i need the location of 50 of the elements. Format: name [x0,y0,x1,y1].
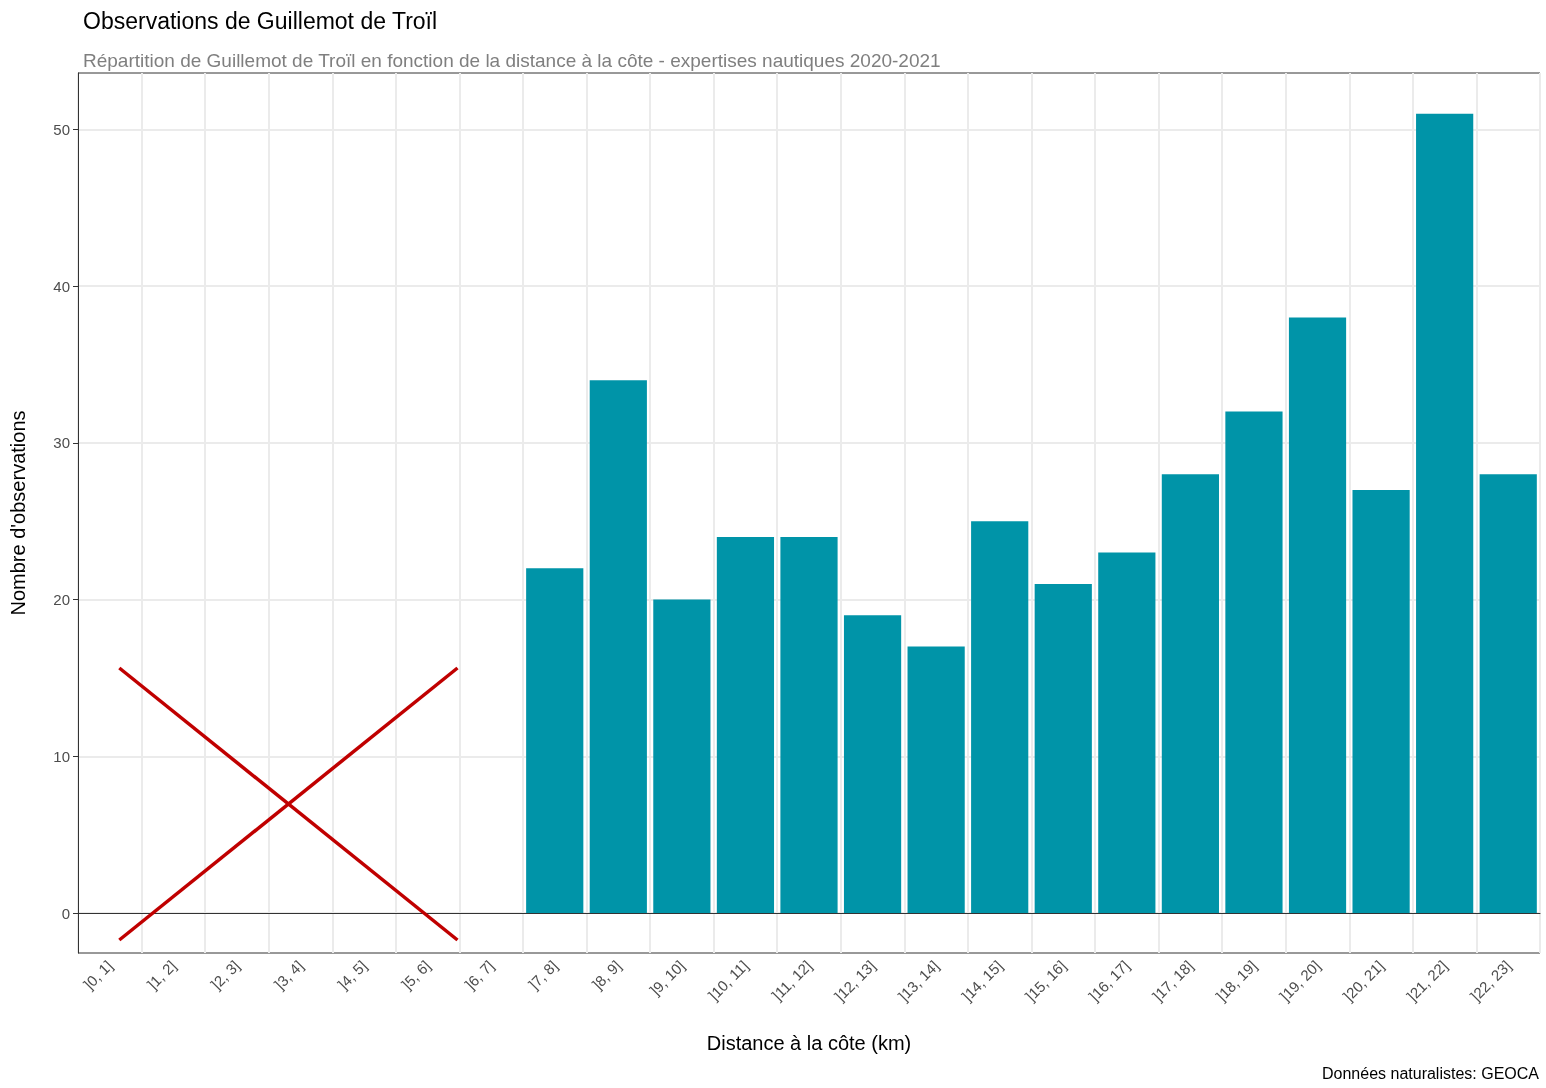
y-tick-label: 50 [53,120,70,138]
bar [589,380,647,914]
bar [971,521,1029,914]
y-tick-label: 40 [53,277,70,295]
chart-title: Observations de Guillemot de Troïl [83,7,438,34]
x-tick-label: ]7, 8] [525,956,561,993]
chart-subtitle: Répartition de Guillemot de Troïl en fonction de la distance à la côte - expertises nautiques 2020-2021 [83,50,941,71]
x-tick-label: ]11, 12] [768,956,816,1004]
bar [1161,474,1219,914]
bar [716,536,775,914]
x-tick-label: ]6, 7] [461,956,498,993]
y-axis-title: Nombre d'observations [7,410,29,616]
x-tick-label: ]3, 4] [270,956,307,993]
bar [907,646,965,914]
x-tick-label: ]15, 16] [1021,956,1070,1005]
bar [526,568,584,914]
x-tick-label: ]2, 3] [207,956,243,993]
y-tick-label: 20 [53,591,70,609]
y-tick-label: 0 [61,904,70,922]
x-tick-label: ]18, 19] [1212,956,1260,1005]
bar [1416,113,1474,914]
x-axis-title: Distance à la côte (km) [706,1032,912,1054]
x-tick-label: ]1, 2] [143,956,180,993]
x-tick-label: ]19, 20] [1276,956,1324,1005]
bar [1225,411,1283,914]
y-tick-label: 10 [53,747,70,765]
x-tick-label: ]8, 9] [588,956,625,993]
bar [780,536,838,914]
x-tick-label: ]14, 15] [958,956,1006,1005]
x-tick-label: ]22, 23] [1466,956,1515,1005]
x-tick-label: ]12, 13] [831,956,879,1005]
x-tick-label: ]0, 1] [80,956,116,993]
text: Données naturalistes: GEOCA [1322,1064,1540,1082]
x-tick-label: ]17, 18] [1149,956,1197,1005]
x-tick-label: ]20, 21] [1339,956,1388,1005]
x-tick-label: ]21, 22] [1403,956,1451,1005]
bar [1479,474,1537,914]
x-tick-label: ]9, 10] [646,956,688,999]
x-tick-label: ]13, 14] [894,956,943,1005]
bar [1034,583,1092,914]
bar [1288,317,1347,914]
y-tick-label: 30 [53,434,70,452]
x-tick-label: ]4, 5] [334,956,371,993]
x-tick-label: ]16, 17] [1085,956,1133,1005]
x-tick-label: ]10, 11] [704,956,752,1004]
bar [1098,552,1156,914]
x-tick-label: ]5, 6] [398,956,434,993]
bar [1352,489,1410,914]
bar [843,615,902,914]
bar [653,599,711,914]
